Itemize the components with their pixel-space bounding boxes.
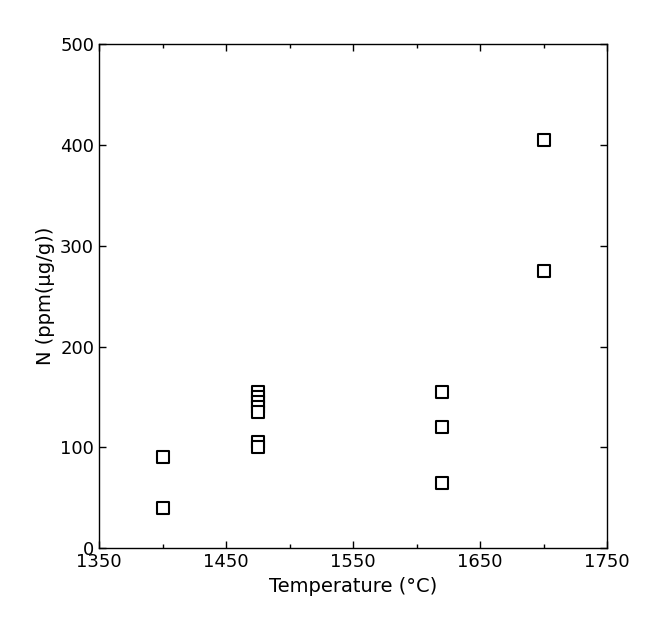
Point (539, 135, 549, 145)
Point (253, 397, 263, 407)
Point (253, 437, 263, 447)
Point (253, 392, 263, 402)
Point (437, 478, 447, 488)
Point (437, 422, 447, 432)
Point (253, 442, 263, 452)
Point (157, 452, 168, 462)
Point (437, 387, 447, 397)
X-axis label: Temperature (°C): Temperature (°C) (269, 576, 437, 595)
Point (157, 503, 168, 513)
Y-axis label: N (ppm(μg/g)): N (ppm(μg/g)) (36, 227, 55, 365)
Point (539, 266, 549, 276)
Point (253, 402, 263, 412)
Point (253, 407, 263, 417)
Point (253, 387, 263, 397)
